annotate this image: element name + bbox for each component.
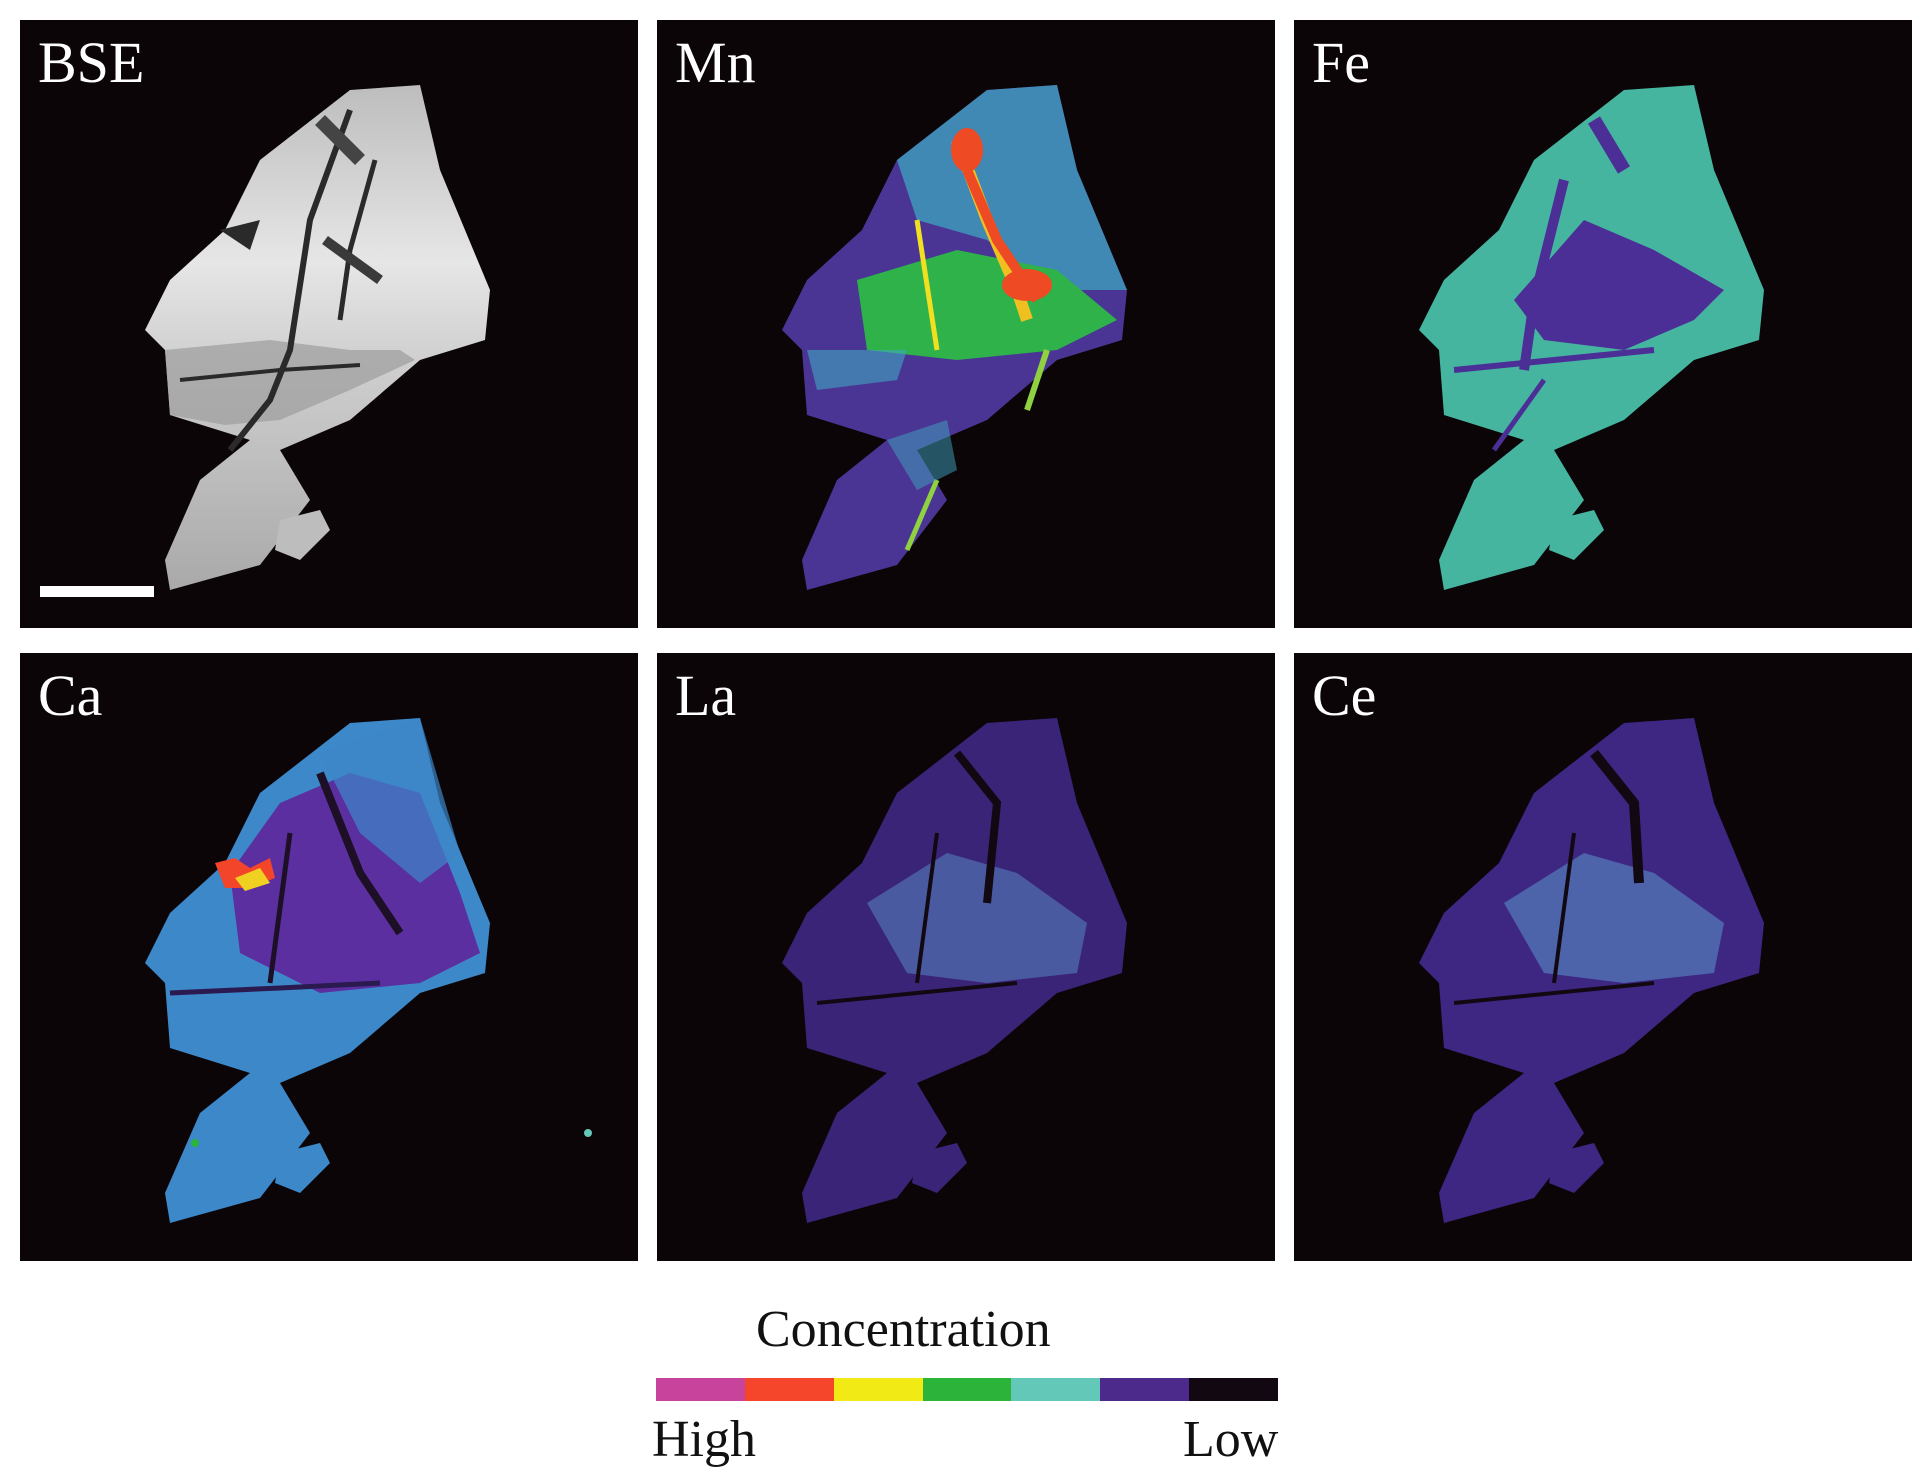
bse-image (145, 85, 490, 590)
colorbar-segment (656, 1378, 745, 1401)
ca-label: Ca (38, 663, 103, 728)
colorbar-segment (833, 1378, 923, 1401)
fe-map-image (1419, 85, 1764, 590)
la-map-image (782, 718, 1127, 1223)
colorbar-segment (922, 1378, 1012, 1401)
la-label: La (675, 663, 737, 728)
colorbar-segment (1100, 1378, 1190, 1401)
mn-map-image (782, 85, 1127, 590)
colorbar-segment (1011, 1378, 1101, 1401)
legend-high-label: High (652, 1411, 756, 1468)
ce-label: Ce (1312, 663, 1377, 728)
fe-label: Fe (1312, 30, 1370, 95)
colorbar-segment (1189, 1378, 1279, 1401)
mn-panel: Mn (657, 20, 1275, 628)
scale-bar (40, 586, 154, 597)
mn-label: Mn (675, 30, 756, 95)
fe-panel: Fe (1294, 20, 1912, 628)
la-panel: La (657, 653, 1275, 1261)
bse-label: BSE (38, 30, 145, 95)
ca-map-image (145, 718, 592, 1223)
legend-title: Concentration (756, 1301, 1051, 1358)
ce-panel: Ce (1294, 653, 1912, 1261)
ca-panel: Ca (20, 653, 638, 1261)
concentration-colorbar (656, 1378, 1279, 1401)
bse-panel: BSE (20, 20, 638, 628)
colorbar-segment (744, 1378, 834, 1401)
ce-map-image (1419, 718, 1764, 1223)
legend-low-label: Low (1183, 1411, 1279, 1468)
